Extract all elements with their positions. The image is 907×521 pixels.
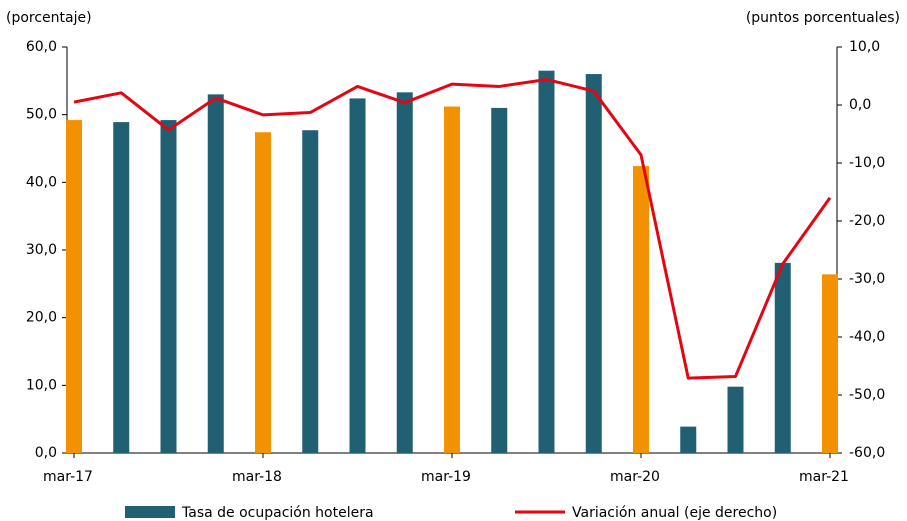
bar [160, 120, 177, 453]
y-tick-label: 10,0 [26, 377, 57, 393]
y-axis-label: (porcentaje) [6, 10, 92, 26]
bar [538, 70, 555, 453]
y2-tick-label: 10,0 [849, 39, 880, 55]
x-tick-label: mar-18 [232, 469, 282, 485]
bar [207, 94, 224, 453]
bar [396, 92, 413, 453]
y-tick-label: 40,0 [26, 174, 57, 190]
x-tick-label: mar-21 [799, 469, 849, 485]
bar [113, 122, 130, 454]
bar [302, 130, 319, 454]
y2-axis-label: (puntos porcentuales) [746, 10, 900, 26]
bar [822, 274, 838, 453]
y-tick-label: 60,0 [26, 39, 57, 55]
bar [585, 74, 602, 454]
bar [727, 386, 744, 453]
y-tick-label: 0,0 [35, 445, 57, 461]
x-tick-label: mar-19 [421, 469, 471, 485]
bar [66, 120, 82, 453]
y2-tick-label: -40,0 [849, 329, 885, 345]
y-tick-label: 50,0 [26, 107, 57, 123]
bar [349, 98, 366, 453]
legend-label: Variación anual (eje derecho) [572, 505, 777, 521]
y-tick-label: 20,0 [26, 310, 57, 326]
y2-tick-label: -60,0 [849, 445, 885, 461]
legend-label: Tasa de ocupación hotelera [181, 505, 374, 521]
x-tick-label: mar-20 [610, 469, 660, 485]
x-tick-label: mar-17 [43, 469, 93, 485]
y2-tick-label: 0,0 [849, 97, 871, 113]
bar [633, 166, 649, 454]
bar [491, 107, 508, 454]
y2-tick-label: -10,0 [849, 155, 885, 171]
bar [444, 106, 460, 454]
bar [255, 132, 271, 453]
y2-tick-label: -50,0 [849, 387, 885, 403]
bar [680, 426, 697, 453]
legend-swatch [125, 506, 175, 518]
line [73, 77, 832, 380]
y2-tick-label: -30,0 [849, 271, 885, 287]
y2-tick-label: -20,0 [849, 213, 885, 229]
bar [774, 262, 791, 453]
y-tick-label: 30,0 [26, 242, 57, 258]
